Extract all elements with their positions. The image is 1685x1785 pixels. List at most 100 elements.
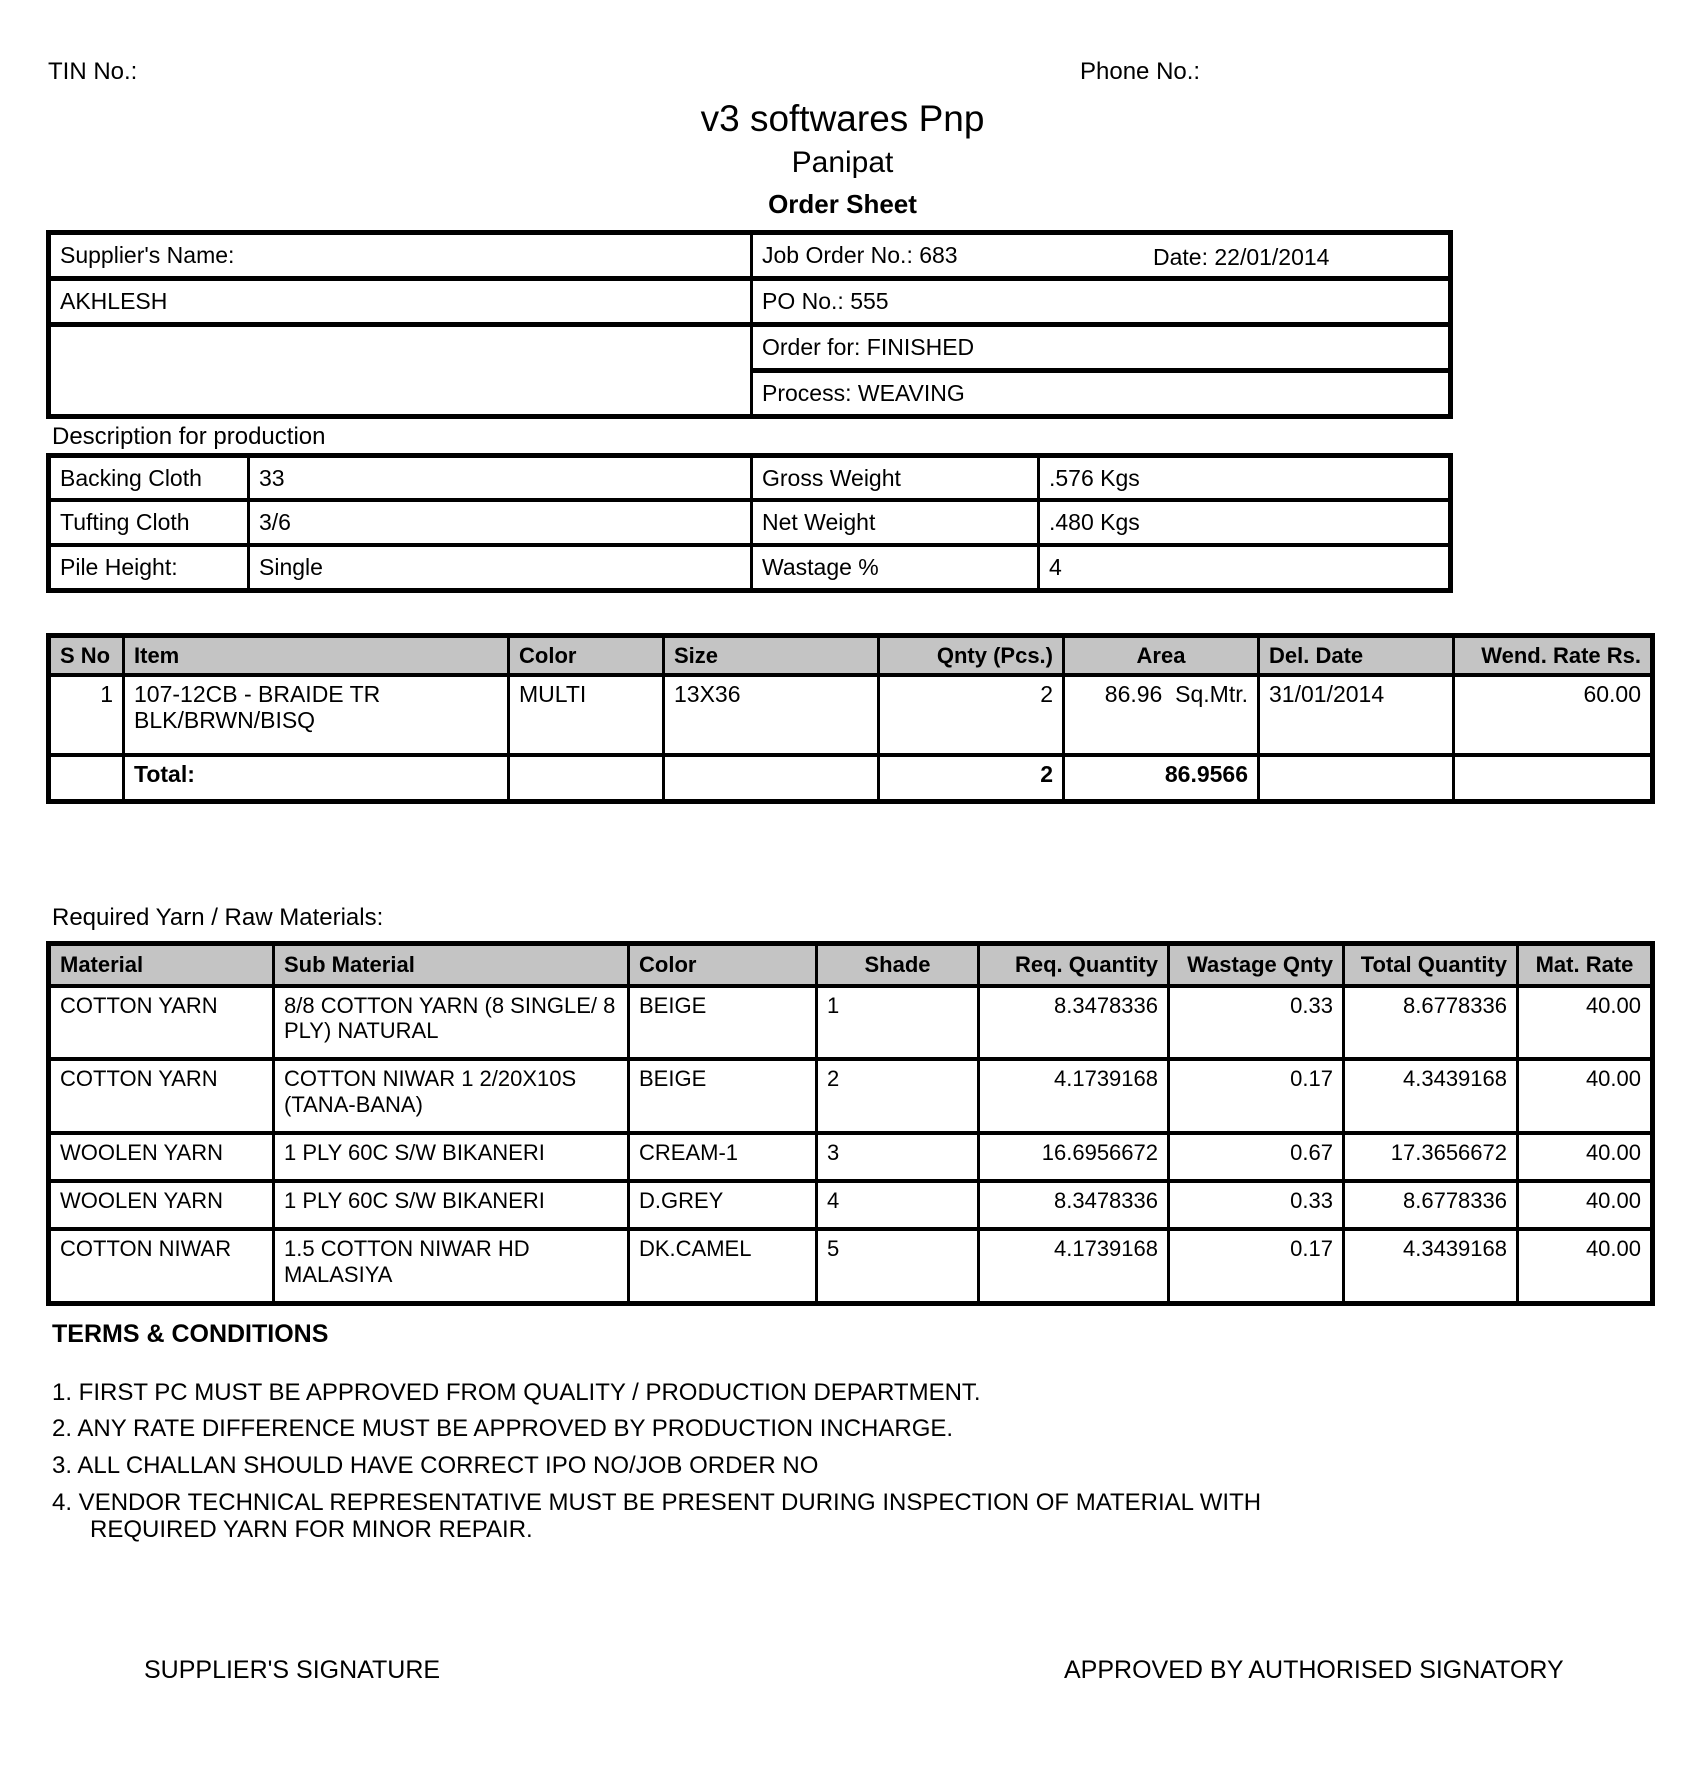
yarn-material: COTTON NIWAR [47, 1227, 275, 1306]
yarn-row: COTTON NIWAR 1.5 COTTON NIWAR HD MALASIY… [47, 1227, 1654, 1306]
column-header-total-qty: Total Quantity [1342, 941, 1519, 988]
yarn-shade: 2 [815, 1057, 980, 1135]
backing-cloth-label: Backing Cloth [47, 453, 250, 503]
column-header-shade: Shade [815, 941, 980, 988]
column-header-wastage-qty: Wastage Qnty [1167, 941, 1345, 988]
yarn-total-qty: 17.3656672 [1342, 1130, 1519, 1184]
yarn-color: D.GREY [627, 1179, 818, 1232]
column-header-yarn-color: Color [627, 941, 818, 988]
yarn-req-qty: 4.1739168 [977, 1227, 1170, 1306]
yarn-header-row: Material Sub Material Color Shade Req. Q… [47, 941, 1654, 988]
term-item-2: 2. ANY RATE DIFFERENCE MUST BE APPROVED … [52, 1415, 954, 1443]
yarn-sub-material: 1 PLY 60C S/W BIKANERI [272, 1179, 630, 1232]
yarn-color: CREAM-1 [627, 1130, 818, 1184]
yarn-mat-rate: 40.00 [1516, 1227, 1654, 1306]
po-no: PO No.: 555 [750, 275, 1452, 327]
yarn-material: WOOLEN YARN [47, 1179, 275, 1232]
approved-by-label: APPROVED BY AUTHORISED SIGNATORY [1064, 1655, 1564, 1684]
order-info-table: Supplier's Name: Job Order No.: 683 Date… [46, 229, 1453, 419]
item-del-date: 31/01/2014 [1257, 673, 1455, 758]
item-size: 13X36 [662, 673, 880, 758]
page-top-row: TIN No.: Phone No.: [46, 58, 1685, 86]
pile-height-label: Pile Height: [47, 543, 250, 593]
terms-list: 1. FIRST PC MUST BE APPROVED FROM QUALIT… [52, 1379, 1685, 1544]
wastage-label: Wastage % [750, 543, 1040, 593]
column-header-rate: Wend. Rate Rs. [1452, 633, 1654, 678]
yarn-mat-rate: 40.00 [1516, 1057, 1654, 1135]
order-info-row: AKHLESH PO No.: 555 [47, 275, 1452, 327]
item-row: 1 107-12CB - BRAIDE TR BLK/BRWN/BISQ MUL… [47, 673, 1654, 758]
yarn-total-qty: 4.3439168 [1342, 1057, 1519, 1135]
yarn-row: COTTON YARN COTTON NIWAR 1 2/20X10S (TAN… [47, 1057, 1654, 1135]
net-weight-label: Net Weight [750, 498, 1040, 548]
yarn-mat-rate: 40.00 [1516, 1130, 1654, 1184]
yarn-total-qty: 4.3439168 [1342, 1227, 1519, 1306]
column-header-qnty: Qnty (Pcs.) [877, 633, 1065, 678]
yarn-total-qty: 8.6778336 [1342, 983, 1519, 1062]
total-empty-cell [1257, 753, 1455, 804]
order-info-row: Process: WEAVING [49, 367, 1452, 419]
total-empty-cell [1452, 753, 1654, 804]
tin-no-label: TIN No.: [48, 58, 138, 85]
term-item-3: 3. ALL CHALLAN SHOULD HAVE CORRECT IPO N… [52, 1451, 819, 1479]
tufting-cloth-value: 3/6 [247, 498, 753, 548]
yarn-req-qty: 8.3478336 [977, 983, 1170, 1062]
item-color: MULTI [507, 673, 665, 758]
yarn-sub-material: 8/8 COTTON YARN (8 SINGLE/ 8 PLY) NATURA… [272, 983, 630, 1062]
production-table: Backing Cloth 33 Gross Weight .576 Kgs T… [46, 452, 1453, 593]
backing-cloth-value: 33 [247, 453, 753, 503]
column-header-sub-material: Sub Material [272, 941, 630, 988]
order-sheet-page: TIN No.: Phone No.: v3 softwares Pnp Pan… [46, 58, 1685, 1686]
yarn-wastage-qty: 0.33 [1167, 983, 1345, 1062]
signature-row: SUPPLIER'S SIGNATURE APPROVED BY AUTHORI… [46, 1656, 1685, 1686]
tufting-cloth-label: Tufting Cloth [47, 498, 250, 548]
terms-title: TERMS & CONDITIONS [52, 1320, 329, 1348]
company-name: v3 softwares Pnp [700, 98, 985, 139]
document-title: Order Sheet [768, 189, 917, 220]
yarn-color: BEIGE [627, 983, 818, 1062]
item-name: 107-12CB - BRAIDE TR BLK/BRWN/BISQ [122, 673, 510, 758]
term-item-1: 1. FIRST PC MUST BE APPROVED FROM QUALIT… [52, 1378, 981, 1406]
gross-weight-value: .576 Kgs [1037, 453, 1452, 503]
yarn-sub-material: 1 PLY 60C S/W BIKANERI [272, 1130, 630, 1184]
items-total-row: Total: 2 86.9566 [47, 753, 1654, 804]
total-qnty: 2 [877, 753, 1065, 804]
yarn-wastage-qty: 0.17 [1167, 1227, 1345, 1306]
item-rate: 60.00 [1452, 673, 1654, 758]
supplier-empty-cell [47, 321, 753, 419]
yarn-shade: 1 [815, 983, 980, 1062]
total-empty-cell [662, 753, 880, 804]
column-header-color: Color [507, 633, 665, 678]
yarn-wastage-qty: 0.33 [1167, 1179, 1345, 1232]
term-item-4: 4. VENDOR TECHNICAL REPRESENTATIVE MUST … [52, 1488, 1262, 1544]
yarn-material: WOOLEN YARN [47, 1130, 275, 1184]
yarn-row: WOOLEN YARN 1 PLY 60C S/W BIKANERI CREAM… [47, 1130, 1654, 1184]
net-weight-value: .480 Kgs [1037, 498, 1452, 548]
supplier-name-label: Supplier's Name: [47, 229, 753, 281]
order-for: Order for: FINISHED [750, 321, 1452, 373]
total-empty-cell [507, 753, 665, 804]
column-header-del-date: Del. Date [1257, 633, 1455, 678]
yarn-color: BEIGE [627, 1057, 818, 1135]
column-header-material: Material [47, 941, 275, 988]
yarn-total-qty: 8.6778336 [1342, 1179, 1519, 1232]
item-sno: 1 [47, 673, 125, 758]
production-section-title: Description for production [52, 422, 326, 450]
process: Process: WEAVING [750, 367, 1452, 419]
job-order-cell: Job Order No.: 683 Date: 22/01/2014 [750, 229, 1452, 281]
order-info-row: Order for: FINISHED [47, 321, 1452, 419]
yarn-wastage-qty: 0.17 [1167, 1057, 1345, 1135]
production-row: Tufting Cloth 3/6 Net Weight .480 Kgs [47, 498, 1452, 548]
yarn-mat-rate: 40.00 [1516, 1179, 1654, 1232]
yarn-mat-rate: 40.00 [1516, 983, 1654, 1062]
yarn-table: Material Sub Material Color Shade Req. Q… [46, 941, 1655, 1306]
wastage-value: 4 [1037, 543, 1452, 593]
yarn-row: COTTON YARN 8/8 COTTON YARN (8 SINGLE/ 8… [47, 983, 1654, 1062]
yarn-req-qty: 4.1739168 [977, 1057, 1170, 1135]
yarn-section-title: Required Yarn / Raw Materials: [52, 903, 384, 931]
yarn-material: COTTON YARN [47, 983, 275, 1062]
column-header-size: Size [662, 633, 880, 678]
supplier-signature-label: SUPPLIER'S SIGNATURE [144, 1655, 441, 1684]
yarn-sub-material: 1.5 COTTON NIWAR HD MALASIYA [272, 1227, 630, 1306]
items-header-row: S No Item Color Size Qnty (Pcs.) Area De… [47, 633, 1654, 678]
